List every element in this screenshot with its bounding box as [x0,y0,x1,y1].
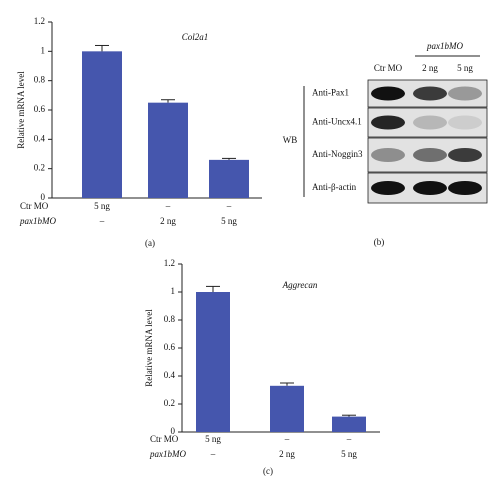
row-label: Ctr MO [20,201,49,211]
bar [270,385,304,432]
error-bar [206,285,220,292]
band [448,181,482,195]
error-bar [342,414,356,417]
y-tick-label: 0.8 [164,314,176,324]
y-tick-label: 0.4 [34,133,46,143]
blot-header: pax1bMO [426,41,463,51]
y-axis-label: Relative mRNA level [144,309,154,387]
y-tick-label: 0.2 [34,163,45,173]
band [413,148,447,162]
y-tick-label: 1 [171,286,176,296]
y-tick-label: 0 [41,192,46,202]
error-bar [161,99,175,103]
row-label: Ctr MO [150,434,179,444]
blot-row-label: Anti-Noggin3 [312,149,363,159]
row-cell: – [210,449,216,459]
row-label: pax1bMO [149,449,186,459]
row-cell: 5 ng [205,434,221,444]
band [448,115,482,130]
row-cell: 5 ng [221,216,237,226]
row-cell: – [346,434,352,444]
band [371,181,405,195]
blot-row-label: Anti-Uncx4.1 [312,117,362,127]
bar [196,292,230,432]
row-cell: – [226,201,232,211]
y-tick-label: 1.2 [34,16,45,26]
row-label: pax1bMO [19,216,56,226]
band [448,148,482,162]
y-tick-label: 0 [171,426,176,436]
blot-row-label: Anti-β-actin [312,182,357,192]
band [371,86,405,101]
panel-label: (c) [263,466,273,476]
bar [148,102,188,198]
bar [209,159,249,198]
row-cell: 2 ng [279,449,295,459]
row-cell: – [165,201,171,211]
bar [332,416,366,432]
band [413,181,447,195]
panel-label: (b) [374,237,385,247]
y-tick-label: 1 [41,45,46,55]
y-tick-label: 0.2 [164,398,175,408]
y-tick-label: 0.8 [34,75,46,85]
band [371,148,405,162]
row-cell: – [284,434,290,444]
error-bar [95,44,109,52]
y-tick-label: 0.6 [34,104,46,114]
band [371,115,405,130]
blot-row-label: Anti-Pax1 [312,88,349,98]
annotation: Aggrecan [282,280,318,290]
row-cell: – [99,216,105,226]
error-bar [280,382,294,386]
band [413,86,447,101]
lane-label: Ctr MO [374,63,403,73]
bar [82,51,122,199]
row-cell: 5 ng [94,201,110,211]
band [448,86,482,101]
lane-label: 5 ng [457,63,473,73]
panel-label: (a) [145,238,155,248]
y-tick-label: 0.6 [164,342,176,352]
y-axis-label: Relative mRNA level [16,71,26,149]
row-cell: 2 ng [160,216,176,226]
lane-label: 2 ng [422,63,438,73]
error-bar [222,157,236,160]
y-tick-label: 0.4 [164,370,176,380]
annotation: Col2a1 [182,32,209,42]
y-tick-label: 1.2 [164,258,175,268]
band [413,115,447,130]
group-label: WB [283,135,298,145]
row-cell: 5 ng [341,449,357,459]
